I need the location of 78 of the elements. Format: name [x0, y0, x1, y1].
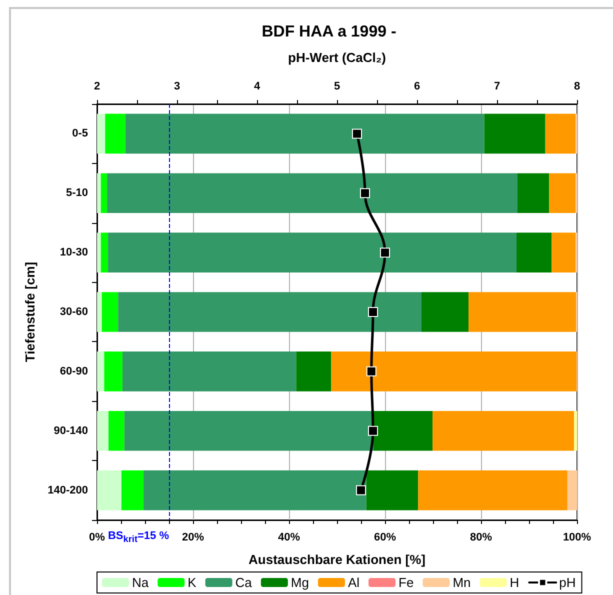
x2-tick-label: 2 — [94, 80, 100, 92]
bar — [432, 410, 574, 451]
x2-tick-label: 5 — [334, 80, 340, 92]
bar — [549, 173, 576, 214]
legend-label: K — [188, 575, 197, 590]
legend-label: Ca — [235, 575, 253, 590]
bar — [552, 232, 576, 272]
y-tick-label: 0-5 — [72, 128, 88, 140]
bar — [296, 352, 332, 392]
x2-axis-title: pH-Wert (CaCl₂) — [288, 50, 386, 65]
bar — [108, 410, 124, 451]
bar — [574, 410, 577, 451]
legend-label: Al — [348, 575, 360, 590]
y-tick-label: 140-200 — [48, 484, 88, 496]
point — [380, 248, 390, 258]
bar — [118, 292, 422, 332]
bar — [124, 410, 374, 451]
bar — [100, 173, 108, 214]
x-tick-label: 80% — [470, 532, 492, 544]
x-tick-label: 60% — [374, 532, 396, 544]
legend-label: Fe — [398, 575, 414, 590]
ref-line-label: BS$_{krit}$=15 % — [108, 530, 169, 546]
bar — [468, 292, 576, 332]
bar — [97, 173, 101, 214]
point — [368, 307, 378, 317]
bar — [122, 352, 296, 392]
bar — [373, 410, 433, 451]
y-tick-label: 60-90 — [60, 365, 88, 378]
point — [352, 128, 362, 139]
point — [366, 366, 376, 376]
bar — [100, 232, 108, 272]
bar — [104, 352, 122, 392]
bar — [144, 470, 366, 510]
bar — [121, 470, 144, 510]
legend-label: Mg — [290, 575, 309, 590]
y-tick-label: 10-30 — [60, 246, 88, 259]
legend-label: H — [510, 575, 520, 590]
x2-tick-label: 7 — [494, 80, 500, 92]
bar — [97, 352, 104, 392]
x-tick-label: 0% — [89, 532, 106, 544]
bar — [421, 292, 469, 332]
x2-tick-label: 3 — [174, 80, 180, 92]
bar — [97, 410, 109, 451]
x-axis-title: Austauschbare Kationen [%] — [248, 552, 426, 567]
x2-tick-label: 4 — [254, 80, 261, 92]
point — [368, 426, 378, 436]
bar — [97, 232, 101, 272]
x-tick-label: 40% — [278, 532, 300, 544]
bar — [97, 292, 102, 332]
y-tick-label: 5-10 — [66, 187, 88, 200]
bar — [545, 114, 576, 154]
bar — [105, 114, 126, 154]
x-tick-label: 20% — [182, 532, 204, 544]
bar — [102, 292, 118, 332]
bar — [108, 232, 517, 272]
x2-tick-label: 8 — [574, 80, 580, 92]
chart-title: BDF HAA a 1999 - — [262, 24, 396, 40]
bar — [366, 470, 418, 510]
point — [356, 485, 366, 496]
bar — [418, 470, 568, 510]
bar — [331, 352, 577, 392]
bar — [516, 232, 552, 272]
bar — [517, 173, 550, 214]
bar — [97, 114, 106, 154]
y-tick-label: 90-140 — [54, 424, 88, 437]
point — [360, 188, 370, 198]
y-axis-title: Tiefenstufe [cm] — [22, 262, 38, 362]
bar — [107, 173, 518, 214]
legend-label: pH — [559, 575, 576, 590]
y-tick-label: 30-60 — [60, 306, 88, 318]
x2-tick-label: 6 — [414, 80, 420, 92]
bar — [125, 114, 484, 154]
legend-label: Mn — [452, 575, 471, 590]
x-tick-label: 100% — [562, 532, 592, 544]
legend-label: Na — [132, 575, 150, 590]
bar — [567, 470, 577, 510]
bar — [97, 470, 122, 510]
bar — [484, 114, 546, 154]
